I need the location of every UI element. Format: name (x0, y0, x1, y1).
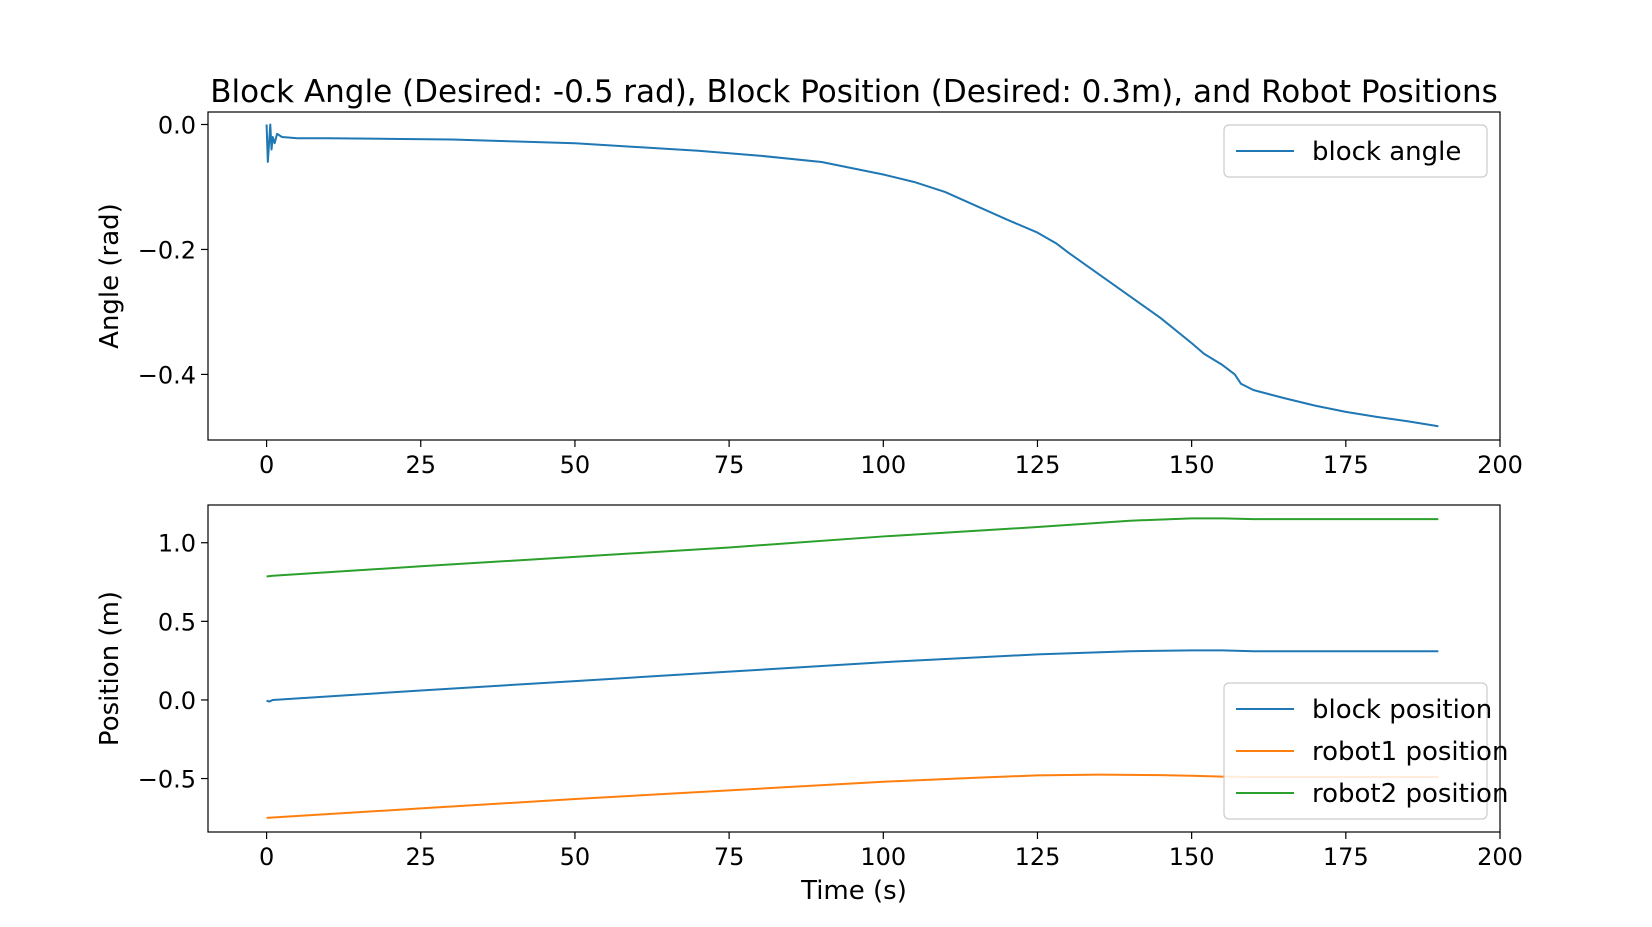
x-tick-label: 100 (860, 451, 906, 479)
legend-label: robot1 position (1312, 737, 1508, 767)
x-tick-label: 150 (1169, 451, 1215, 479)
legend: block angle (1223, 124, 1488, 178)
axes-frame (207, 111, 1501, 441)
legend-label: block position (1312, 695, 1492, 725)
x-tick-label: 25 (405, 451, 436, 479)
y-tick-label: 0.0 (158, 111, 196, 139)
angle-subplot: 0 25 50 75 100 125 150 175 200 0.0 −0.2 −0.4 Angle (… (95, 111, 1523, 479)
y-axis-label: Position (m) (95, 591, 125, 746)
legend-box (1223, 682, 1488, 820)
x-axis-label: Time (s) (800, 876, 907, 906)
legend-box (1223, 124, 1488, 178)
x-tick-label: 150 (1169, 843, 1215, 871)
y-tick-label: −0.4 (138, 361, 196, 389)
x-tick-label: 125 (1015, 451, 1061, 479)
y-tick-label: −0.5 (138, 766, 196, 794)
chart-title: Block Angle (Desired: -0.5 rad), Block P… (210, 74, 1498, 110)
x-tick-label: 50 (560, 843, 591, 871)
x-tick-label: 75 (714, 843, 745, 871)
x-tick-label: 100 (860, 843, 906, 871)
x-tick-label: 25 (405, 843, 436, 871)
x-tick-label: 0 (259, 451, 274, 479)
axes-frame (207, 504, 1501, 833)
x-tick-label: 200 (1477, 451, 1523, 479)
x-tick-label: 125 (1015, 843, 1061, 871)
x-tick-label: 175 (1323, 843, 1369, 871)
x-tick-label: 75 (714, 451, 745, 479)
series-line-block-position (266, 649, 1439, 703)
y-tick-label: 0.0 (158, 687, 196, 715)
x-tick-label: 200 (1477, 843, 1523, 871)
y-tick-label: 0.5 (158, 608, 196, 636)
position-subplot: 0 25 50 75 100 125 150 175 200 1.0 0.5 0.0 −0.5 Posit… (95, 504, 1523, 906)
series-line-block-angle (265, 123, 1439, 428)
series-line-robot2-position (266, 517, 1439, 578)
y-axis-label: Angle (rad) (95, 203, 125, 349)
y-tick-label: 1.0 (158, 530, 196, 558)
legend: block position robot1 position robot2 posi… (1223, 682, 1508, 820)
y-tick-label: −0.2 (138, 236, 196, 264)
legend-label: block angle (1312, 137, 1461, 167)
x-tick-label: 0 (259, 843, 274, 871)
x-tick-label: 50 (560, 451, 591, 479)
legend-label: robot2 position (1312, 779, 1508, 809)
x-tick-label: 175 (1323, 451, 1369, 479)
